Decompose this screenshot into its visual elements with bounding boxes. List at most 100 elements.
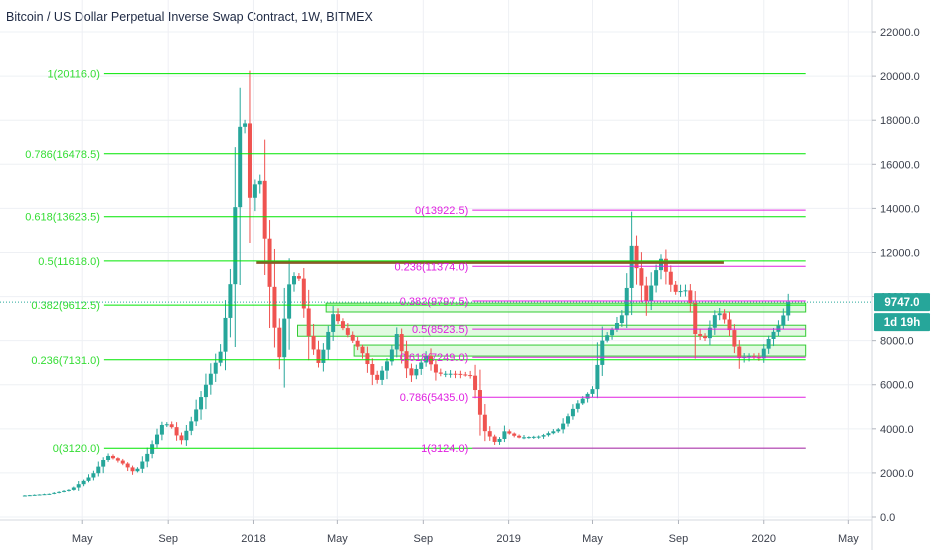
candle-body[interactable]	[570, 408, 575, 417]
candle-body[interactable]	[541, 435, 546, 437]
candle-body[interactable]	[605, 335, 610, 341]
candle-body[interactable]	[703, 336, 708, 339]
candle-body[interactable]	[380, 370, 385, 380]
candle-body[interactable]	[649, 285, 654, 301]
candle-body[interactable]	[487, 431, 492, 437]
candle-body[interactable]	[336, 314, 341, 322]
candle-body[interactable]	[424, 356, 429, 363]
candle-body[interactable]	[140, 461, 145, 469]
candle-body[interactable]	[81, 480, 86, 485]
candle-body[interactable]	[443, 373, 448, 375]
candle-body[interactable]	[199, 397, 204, 410]
candle-body[interactable]	[155, 434, 160, 445]
candle-body[interactable]	[688, 290, 693, 304]
candle-body[interactable]	[482, 414, 487, 432]
candle-body[interactable]	[531, 436, 536, 438]
candle-body[interactable]	[707, 327, 712, 339]
candle-body[interactable]	[62, 490, 67, 492]
candle-body[interactable]	[473, 375, 478, 391]
candle-body[interactable]	[712, 315, 717, 328]
candle-body[interactable]	[130, 467, 135, 472]
candle-body[interactable]	[110, 455, 115, 459]
candle-body[interactable]	[115, 458, 120, 461]
candle-body[interactable]	[76, 484, 81, 488]
candle-body[interactable]	[135, 468, 140, 472]
support-zone[interactable]	[297, 324, 807, 337]
candle-body[interactable]	[639, 268, 644, 286]
candle-body[interactable]	[536, 436, 541, 438]
candle-body[interactable]	[189, 421, 194, 431]
candle-body[interactable]	[301, 278, 306, 309]
candle-body[interactable]	[164, 424, 169, 426]
candle-body[interactable]	[27, 495, 32, 497]
candle-body[interactable]	[585, 393, 590, 399]
candle-body[interactable]	[66, 489, 71, 491]
candle-body[interactable]	[96, 466, 101, 474]
candle-body[interactable]	[243, 123, 248, 127]
candle-body[interactable]	[732, 330, 737, 347]
candle-body[interactable]	[350, 334, 355, 341]
candle-body[interactable]	[384, 361, 389, 371]
candle-body[interactable]	[512, 433, 517, 436]
candle-body[interactable]	[463, 374, 468, 376]
candle-body[interactable]	[619, 315, 624, 324]
candle-body[interactable]	[311, 335, 316, 350]
candle-body[interactable]	[727, 319, 732, 331]
candle-body[interactable]	[693, 303, 698, 335]
candle-body[interactable]	[409, 368, 414, 376]
candle-body[interactable]	[306, 308, 311, 336]
candle-body[interactable]	[453, 373, 458, 375]
candle-body[interactable]	[546, 433, 551, 436]
candle-body[interactable]	[223, 317, 228, 352]
candle-body[interactable]	[658, 258, 663, 271]
candle-body[interactable]	[42, 494, 47, 496]
candle-body[interactable]	[272, 286, 277, 328]
candle-body[interactable]	[228, 284, 233, 318]
candle-body[interactable]	[629, 245, 634, 288]
candle-body[interactable]	[698, 334, 703, 337]
candle-body[interactable]	[673, 284, 678, 292]
candle-body[interactable]	[477, 390, 482, 415]
candle-body[interactable]	[502, 431, 507, 439]
candle-body[interactable]	[526, 437, 531, 439]
candle-body[interactable]	[125, 463, 130, 468]
candle-body[interactable]	[120, 460, 125, 464]
candle-body[interactable]	[575, 403, 580, 409]
candle-body[interactable]	[179, 435, 184, 441]
candle-body[interactable]	[771, 331, 776, 339]
candle-body[interactable]	[678, 291, 683, 293]
candle-body[interactable]	[468, 375, 473, 377]
candle-body[interactable]	[580, 398, 585, 404]
candle-body[interactable]	[208, 373, 213, 385]
candle-body[interactable]	[556, 429, 561, 432]
candle-body[interactable]	[365, 353, 370, 365]
candle-body[interactable]	[634, 245, 639, 269]
candle-body[interactable]	[252, 184, 257, 198]
candle-body[interactable]	[262, 180, 267, 239]
candle-body[interactable]	[238, 126, 243, 208]
candle-body[interactable]	[360, 346, 365, 354]
candle-body[interactable]	[32, 494, 37, 496]
candle-body[interactable]	[507, 431, 512, 434]
candle-body[interactable]	[287, 284, 292, 319]
candle-body[interactable]	[345, 328, 350, 335]
candle-body[interactable]	[433, 364, 438, 373]
candle-body[interactable]	[517, 435, 522, 438]
candle-body[interactable]	[414, 368, 419, 376]
candle-body[interactable]	[375, 374, 380, 380]
candle-body[interactable]	[761, 348, 766, 359]
candle-body[interactable]	[781, 315, 786, 326]
candle-body[interactable]	[722, 313, 727, 320]
candle-body[interactable]	[737, 346, 742, 358]
candle-body[interactable]	[600, 340, 605, 365]
candle-body[interactable]	[438, 372, 443, 374]
candle-body[interactable]	[419, 362, 424, 369]
candle-body[interactable]	[663, 258, 668, 272]
candle-body[interactable]	[159, 424, 164, 435]
candle-body[interactable]	[331, 314, 336, 332]
candle-body[interactable]	[257, 180, 262, 185]
candle-body[interactable]	[521, 437, 526, 439]
candle-body[interactable]	[47, 493, 52, 495]
candle-body[interactable]	[590, 389, 595, 394]
